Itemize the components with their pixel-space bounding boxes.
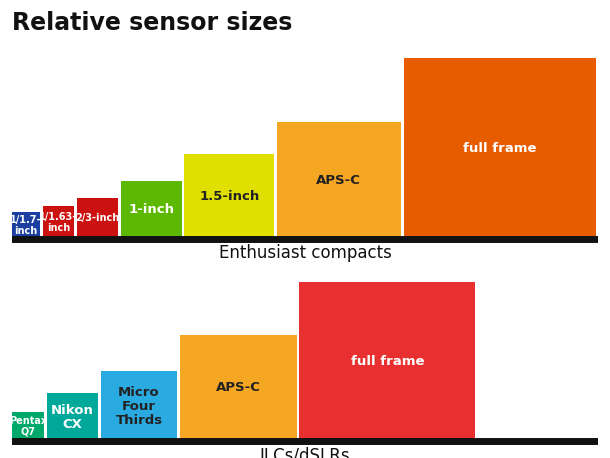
Bar — [77, 198, 118, 239]
Text: Relative sensor sizes: Relative sensor sizes — [12, 11, 293, 35]
Bar — [184, 154, 274, 239]
Text: Pentax
Q7: Pentax Q7 — [9, 416, 47, 437]
Text: Micro
Four
Thirds: Micro Four Thirds — [115, 386, 162, 427]
Text: Nikon
CX: Nikon CX — [51, 403, 94, 431]
Text: APS-C: APS-C — [317, 174, 361, 187]
Text: ILCs/dSLRs: ILCs/dSLRs — [260, 446, 350, 458]
Text: APS-C: APS-C — [216, 382, 260, 394]
Text: 2/3-inch: 2/3-inch — [76, 213, 120, 223]
Bar — [46, 393, 98, 441]
Bar — [12, 412, 44, 441]
Text: 1-inch: 1-inch — [128, 203, 174, 216]
Text: 1/1.63-
inch: 1/1.63- inch — [39, 212, 77, 233]
Bar — [101, 371, 177, 441]
Bar — [404, 58, 597, 239]
Bar — [12, 212, 40, 239]
Text: 1/1.7-
inch: 1/1.7- inch — [10, 215, 41, 236]
Text: 1.5-inch: 1.5-inch — [199, 190, 259, 203]
Bar — [300, 282, 475, 441]
Text: full frame: full frame — [351, 355, 424, 368]
Bar — [121, 180, 182, 239]
Bar — [179, 335, 296, 441]
Bar — [43, 206, 74, 239]
Bar — [277, 122, 401, 239]
Text: full frame: full frame — [463, 142, 537, 155]
Text: Enthusiast compacts: Enthusiast compacts — [218, 245, 392, 262]
